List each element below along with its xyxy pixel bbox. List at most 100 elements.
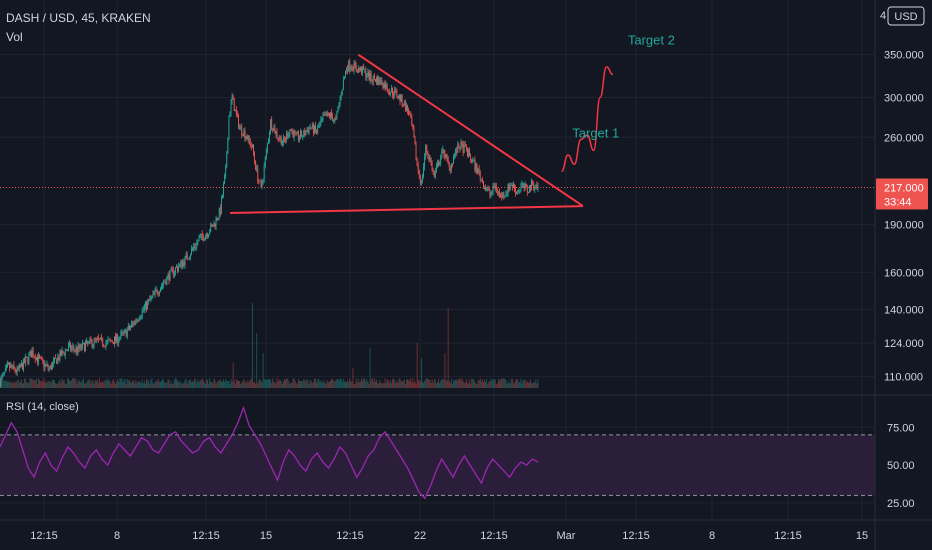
rsi-indicator-title[interactable]: RSI (14, close)	[6, 401, 79, 413]
rsi-axis[interactable]: 75.00 50.00 25.00	[887, 422, 915, 510]
volume-bar-475	[507, 380, 509, 388]
volume-bar-214	[228, 381, 230, 388]
volume-bar-273	[291, 382, 293, 388]
resistance-line[interactable]	[357, 53, 584, 207]
candle-body-222	[236, 113, 238, 116]
currency-button-box[interactable]	[887, 6, 925, 26]
candle-body-347	[370, 73, 372, 80]
volume-bar-26	[27, 382, 29, 388]
target-label-1[interactable]: Target 1	[572, 125, 619, 140]
price-tick-6: 124.000	[884, 338, 924, 350]
volume-bar-426	[455, 379, 457, 388]
volume-bar-248	[264, 379, 266, 388]
symbol-title[interactable]: DASH / USD, 45, KRAKEN	[6, 11, 151, 25]
volume-bars	[0, 303, 539, 388]
candle-body-475	[507, 184, 509, 194]
currency-label[interactable]: USD	[894, 11, 917, 23]
candle-body-34	[35, 356, 37, 361]
current-price-badge-box	[876, 178, 928, 210]
volume-bar-111	[118, 382, 120, 388]
candle-body-464	[495, 185, 497, 191]
volume-bar-287	[306, 379, 308, 388]
candle-body-117	[124, 329, 126, 331]
candle-body-164	[174, 267, 176, 273]
candle-body-178	[189, 254, 191, 258]
volume-bar-114	[121, 378, 123, 388]
price-axis[interactable]: 350.000 300.000 260.000 190.000 160.000 140.0…	[884, 50, 924, 384]
candle-body-336	[358, 68, 360, 71]
candle-body-282	[301, 131, 303, 138]
candle-body-459	[490, 192, 492, 195]
candle-body-172	[183, 261, 185, 266]
volume-bar-253	[270, 379, 272, 388]
volume-bar-410	[438, 378, 439, 388]
volume-bar-291	[310, 381, 312, 388]
volume-bar-414	[442, 378, 444, 388]
candle-body-185	[197, 241, 199, 243]
candle-body-120	[127, 325, 129, 331]
support-line[interactable]	[229, 205, 583, 215]
volume-bar-479	[511, 378, 513, 388]
volume-bar-420	[448, 380, 450, 388]
candle-body-21	[22, 363, 23, 370]
candle-body-23	[24, 359, 26, 363]
volume-bar-267	[285, 379, 287, 388]
candle-body-345	[368, 71, 370, 81]
target-label-2[interactable]: Target 2	[628, 33, 675, 48]
volume-bar-124	[132, 380, 134, 388]
candle-body-450	[480, 178, 482, 180]
volume-bar-220	[234, 383, 236, 388]
volume-bar-132	[140, 382, 142, 388]
volume-bar-51	[54, 380, 55, 388]
candle-body-361	[385, 84, 387, 89]
candle-body-271	[289, 129, 291, 135]
volume-bar-302	[322, 382, 324, 388]
volume-bar-451	[481, 379, 483, 388]
candle-body-163	[173, 272, 175, 275]
volume-indicator-label[interactable]: Vol	[6, 30, 23, 44]
volume-bar-482	[515, 379, 516, 388]
volume-bar-277	[295, 383, 297, 388]
candle-body-471	[503, 192, 505, 197]
volume-bar-153	[163, 380, 165, 388]
volume-bar-199	[212, 382, 214, 388]
volume-bar-82	[87, 380, 89, 388]
candle-body-242	[258, 180, 260, 182]
volume-bar-135	[143, 380, 145, 388]
candle-body-390	[416, 159, 418, 166]
volume-bar-197	[210, 381, 212, 388]
candle-body-295	[315, 125, 316, 131]
candle-body-424	[453, 156, 454, 164]
projection-path[interactable]	[561, 66, 614, 173]
volume-bar-399	[426, 378, 428, 388]
volume-bar-20	[20, 379, 22, 388]
candle-body-495	[528, 185, 530, 193]
candle-body-257	[274, 127, 276, 134]
candle-body-378	[403, 101, 405, 106]
volume-bar-328	[350, 381, 352, 388]
candle-body-54	[57, 357, 59, 364]
volume-bar-343	[366, 378, 368, 388]
trend-drawings[interactable]	[229, 53, 584, 215]
volume-bar-52	[55, 383, 57, 388]
volume-bar-30	[31, 378, 33, 388]
currency-button[interactable]: USD	[887, 6, 925, 26]
candle-body-431	[460, 142, 462, 150]
volume-bar-383	[409, 379, 411, 388]
volume-bar-47	[49, 380, 51, 388]
time-axis[interactable]: 12:15 8 12:15 15 12:15 22 12:15 Mar 12:15 8 12:15 1…	[30, 530, 868, 542]
volume-bar-215	[229, 383, 231, 388]
volume-bar-21	[22, 383, 23, 388]
candle-body-432	[461, 142, 463, 145]
candle-body-380	[405, 105, 407, 111]
candle-body-90	[95, 337, 97, 340]
candle-body-409	[437, 162, 438, 167]
candle-body-73	[77, 345, 79, 353]
volume-bar-440	[470, 383, 472, 388]
volume-bar-281	[300, 381, 302, 388]
candle-body-402	[429, 158, 431, 160]
candle-body-182	[194, 246, 196, 248]
volume-bar-224	[239, 380, 241, 388]
candle-body-280	[299, 137, 300, 140]
volume-bar-338	[361, 378, 362, 388]
